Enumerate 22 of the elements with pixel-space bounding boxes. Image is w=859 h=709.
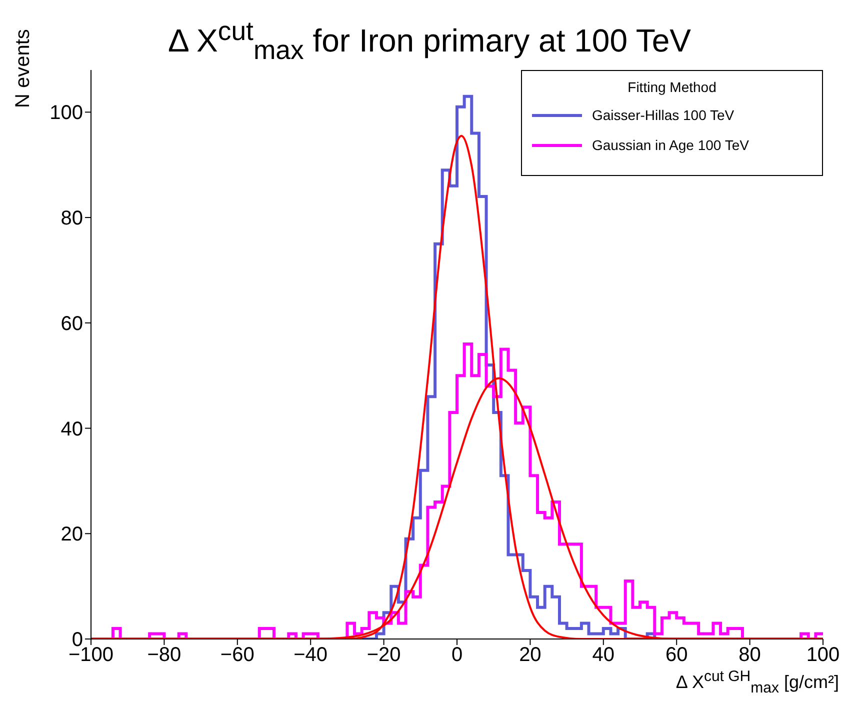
- y-tick-label: 0: [72, 629, 83, 652]
- legend-label: Gaussian in Age 100 TeV: [592, 137, 749, 153]
- x-tick-label: −20: [366, 644, 401, 666]
- x-tick-label: −80: [147, 644, 182, 666]
- legend-label: Gaisser-Hillas 100 TeV: [592, 107, 734, 123]
- y-tick-label: 100: [50, 102, 83, 124]
- x-tick-label: 100: [806, 644, 840, 666]
- x-axis-title: Δ X$^{cut GH}$$_{max}$ [g/cm²]: [676, 667, 839, 699]
- chart-title: Δ X$^{cut}$$_{max}$ for Iron primary at 100 TeV: [168, 16, 691, 66]
- y-axis-title: N events: [12, 29, 35, 108]
- y-tick-label: 80: [60, 208, 83, 230]
- x-tick-label: 60: [665, 644, 688, 666]
- y-tick-label: 60: [60, 312, 83, 335]
- legend-title: Fitting Method: [626, 79, 718, 95]
- x-tick-label: 20: [519, 644, 542, 666]
- x-tick-label: −40: [294, 644, 328, 666]
- y-tick-label: 20: [60, 524, 83, 546]
- x-tick-label: −60: [220, 644, 254, 666]
- x-tick-label: 40: [592, 644, 615, 666]
- y-tick-label: 40: [60, 418, 83, 440]
- x-tick-label: 80: [738, 644, 761, 666]
- x-tick-label: 0: [451, 644, 463, 666]
